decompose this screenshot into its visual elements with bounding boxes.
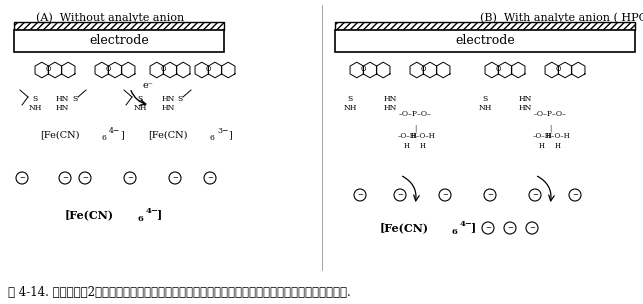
Text: electrode: electrode xyxy=(89,34,149,47)
Text: –O–H: –O–H xyxy=(532,132,552,140)
Text: ]: ] xyxy=(470,223,475,233)
Text: (A)  Without analyte anion: (A) Without analyte anion xyxy=(36,12,184,22)
Text: HN: HN xyxy=(55,104,69,112)
Text: O: O xyxy=(421,66,426,72)
Bar xyxy=(14,30,224,52)
Text: 6: 6 xyxy=(452,228,458,236)
Text: 図 4-14. レセプター2に基づくイオンチャンネルセンサーのリン酸イオンに対する応答機構のモデル図.: 図 4-14. レセプター2に基づくイオンチャンネルセンサーのリン酸イオンに対す… xyxy=(8,285,350,299)
Text: H–O–H: H–O–H xyxy=(411,132,435,140)
Text: −: − xyxy=(172,175,178,181)
Text: ]: ] xyxy=(228,130,231,140)
Text: S: S xyxy=(482,95,487,103)
Text: 6: 6 xyxy=(138,215,144,223)
Text: H: H xyxy=(555,142,561,150)
Text: 4−: 4− xyxy=(460,220,473,228)
Text: electrode: electrode xyxy=(455,34,515,47)
Text: HN: HN xyxy=(55,95,69,103)
Text: −: − xyxy=(397,192,403,198)
Text: O: O xyxy=(496,66,501,72)
Text: H: H xyxy=(539,142,545,150)
Text: −: − xyxy=(62,175,68,181)
Text: −: − xyxy=(442,192,448,198)
Text: −: − xyxy=(485,225,491,231)
Text: [Fe(CN): [Fe(CN) xyxy=(148,130,188,140)
Text: –O–P–O–: –O–P–O– xyxy=(534,110,566,118)
Text: H–O–H: H–O–H xyxy=(546,132,570,140)
Text: [Fe(CN): [Fe(CN) xyxy=(65,209,114,220)
Text: −: − xyxy=(19,175,25,181)
Text: −: − xyxy=(507,225,513,231)
Text: −: − xyxy=(82,175,88,181)
Text: S: S xyxy=(73,95,78,103)
Text: ]: ] xyxy=(156,209,161,220)
Text: O: O xyxy=(161,66,166,72)
Text: ]: ] xyxy=(120,130,123,140)
Text: HN: HN xyxy=(383,104,397,112)
Text: O: O xyxy=(361,66,366,72)
Text: HN: HN xyxy=(518,104,532,112)
Text: 4−: 4− xyxy=(109,127,120,135)
Text: 3−: 3− xyxy=(217,127,228,135)
Text: H: H xyxy=(420,142,426,150)
Bar xyxy=(335,30,635,52)
Text: O: O xyxy=(105,66,111,72)
Text: S: S xyxy=(32,95,38,103)
Text: −: − xyxy=(357,192,363,198)
Text: NH: NH xyxy=(133,104,147,112)
Text: −: − xyxy=(127,175,133,181)
Text: 6: 6 xyxy=(210,134,215,142)
Text: S: S xyxy=(177,95,183,103)
Text: S: S xyxy=(347,95,352,103)
Text: S: S xyxy=(138,95,143,103)
Text: HN: HN xyxy=(518,95,532,103)
Bar xyxy=(335,22,635,30)
Text: −: − xyxy=(529,225,535,231)
Text: NH: NH xyxy=(28,104,42,112)
Text: H: H xyxy=(404,142,410,150)
Text: NH: NH xyxy=(343,104,357,112)
Text: [Fe(CN): [Fe(CN) xyxy=(380,223,429,233)
Text: −: − xyxy=(572,192,578,198)
Text: HN: HN xyxy=(161,104,175,112)
Text: 4−: 4− xyxy=(146,207,159,215)
Text: 6: 6 xyxy=(102,134,107,142)
Text: HN: HN xyxy=(161,95,175,103)
Text: O: O xyxy=(206,66,211,72)
Text: HN: HN xyxy=(383,95,397,103)
Text: NH: NH xyxy=(478,104,492,112)
Text: e⁻: e⁻ xyxy=(143,81,154,89)
Text: −: − xyxy=(532,192,538,198)
Text: O: O xyxy=(46,66,51,72)
Text: −: − xyxy=(487,192,493,198)
Bar xyxy=(14,22,224,30)
Text: –O–H: –O–H xyxy=(397,132,417,140)
Text: O: O xyxy=(556,66,561,72)
Text: −: − xyxy=(207,175,213,181)
Text: |: | xyxy=(414,125,416,133)
Text: |: | xyxy=(549,125,551,133)
Text: –O–P–O–: –O–P–O– xyxy=(399,110,431,118)
Text: (B)  With analyte anion ( HPO: (B) With analyte anion ( HPO xyxy=(480,12,643,22)
Text: [Fe(CN): [Fe(CN) xyxy=(40,130,80,140)
